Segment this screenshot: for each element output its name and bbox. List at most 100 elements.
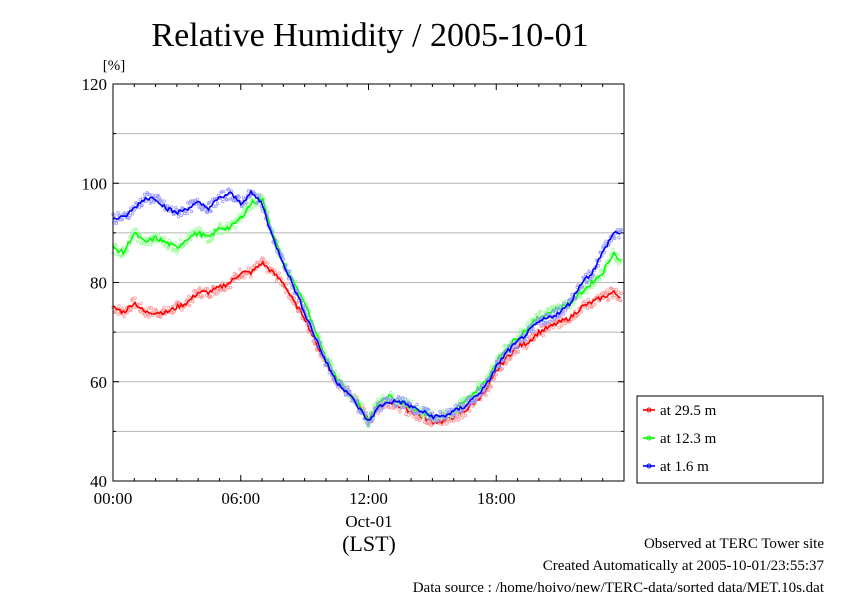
data-point	[464, 398, 469, 402]
data-point	[489, 365, 493, 369]
data-point	[451, 415, 455, 419]
data-point	[193, 227, 198, 231]
data-point	[220, 231, 224, 236]
x-axis: 00:00 06:00 12:00 18:00	[94, 84, 625, 508]
data-point	[582, 299, 586, 303]
data-point	[606, 297, 611, 301]
data-point	[557, 314, 561, 319]
data-point	[144, 307, 148, 311]
data-point	[345, 385, 349, 389]
data-point	[291, 301, 296, 306]
data-point	[550, 305, 555, 309]
data-point	[204, 293, 209, 298]
data-point	[199, 227, 203, 231]
data-point	[233, 226, 238, 230]
data-point	[397, 396, 401, 400]
data-point	[372, 403, 377, 407]
data-point	[220, 281, 224, 285]
data-point	[583, 273, 588, 277]
data-point	[359, 402, 364, 406]
data-point	[260, 256, 264, 260]
data-point	[557, 325, 561, 330]
data-point	[327, 371, 332, 375]
data-point	[186, 201, 190, 205]
data-point	[244, 200, 248, 205]
data-point	[290, 299, 294, 303]
data-point	[394, 404, 399, 408]
data-point	[387, 396, 391, 400]
y-tick-label: 80	[90, 274, 107, 293]
data-point	[116, 210, 120, 215]
data-point	[532, 329, 536, 334]
legend-marker	[646, 407, 652, 413]
data-point	[225, 197, 229, 202]
data-point	[509, 356, 513, 361]
data-point	[117, 304, 121, 308]
data-point	[214, 204, 218, 208]
data-point	[166, 305, 171, 310]
data-point	[277, 271, 281, 275]
data-point	[154, 308, 159, 313]
data-point	[143, 314, 148, 318]
data-point	[342, 385, 346, 389]
data-point	[541, 333, 545, 338]
data-point	[265, 270, 269, 274]
y-axis: 40 60 80 100 120	[82, 75, 624, 491]
data-point	[238, 267, 242, 271]
data-point	[555, 307, 559, 312]
data-point	[619, 291, 624, 296]
data-point	[463, 395, 467, 399]
data-point	[604, 291, 608, 296]
data-point	[246, 266, 251, 270]
data-point	[140, 203, 144, 208]
data-point	[538, 309, 543, 314]
data-point	[368, 420, 372, 424]
data-point	[176, 214, 181, 219]
data-point	[578, 295, 583, 300]
data-point	[568, 305, 573, 310]
data-point	[139, 301, 143, 306]
footer-data-source: Data source : /home/hoivo/new/TERC-data/…	[412, 580, 824, 596]
data-point	[288, 296, 292, 301]
data-point	[251, 205, 256, 209]
data-point	[154, 232, 159, 236]
data-point	[457, 417, 461, 422]
data-point	[238, 212, 242, 217]
data-point	[222, 189, 226, 194]
y-tick-label: 60	[90, 373, 107, 392]
data-point	[596, 264, 601, 268]
data-point	[216, 201, 220, 206]
x-tick-label: 06:00	[221, 489, 260, 508]
data-point	[196, 294, 200, 299]
data-point	[218, 221, 223, 225]
data-point	[502, 344, 506, 348]
data-point	[587, 269, 591, 273]
data-point	[240, 212, 245, 216]
data-point	[589, 276, 593, 281]
y-tick-label: 120	[82, 75, 108, 94]
data-point	[426, 407, 430, 412]
legend-label: at 1.6 m	[660, 459, 709, 475]
data-point	[115, 252, 119, 257]
plot-lines	[111, 187, 624, 429]
data-point	[228, 285, 233, 290]
data-point	[274, 279, 279, 283]
data-point	[452, 412, 457, 417]
data-point	[366, 423, 371, 428]
data-point	[565, 306, 569, 310]
data-point	[598, 277, 602, 282]
data-point	[148, 242, 153, 247]
data-point	[604, 239, 608, 243]
data-point	[125, 249, 130, 253]
data-point	[484, 393, 488, 398]
series-noise-band	[111, 192, 624, 429]
data-point	[222, 288, 227, 293]
data-point	[175, 251, 179, 255]
data-point	[113, 213, 117, 217]
x-tick-label: 12:00	[349, 489, 388, 508]
data-point	[526, 320, 530, 325]
data-point	[260, 194, 264, 199]
data-point	[585, 280, 590, 285]
data-point	[586, 297, 590, 302]
data-point	[220, 190, 224, 194]
